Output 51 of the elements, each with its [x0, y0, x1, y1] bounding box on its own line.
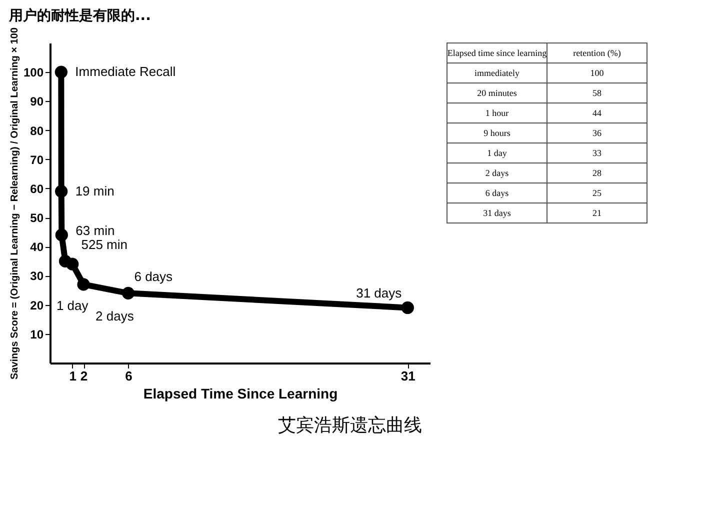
- y-tick-label: 100: [23, 66, 44, 80]
- category-label: 31 days: [483, 208, 512, 218]
- x-tick-label: 1: [69, 368, 76, 384]
- y-axis-title: Savings Score = (Original Learning − Relearning) / Original Learning × 100: [9, 27, 20, 380]
- annotation: 19 min: [75, 183, 114, 198]
- y-tick-label: 40: [30, 240, 44, 254]
- category-label: immediately: [474, 68, 520, 78]
- annotation: 63 min: [76, 223, 115, 238]
- x-tick-label: 2: [80, 368, 88, 384]
- data-label: 58: [592, 88, 602, 98]
- y-tick-label: 70: [30, 152, 44, 167]
- chart-title: 用户的耐性是有限的...: [8, 6, 151, 24]
- point: [66, 258, 79, 270]
- y-tick-label: 90: [30, 94, 44, 109]
- text: 艾宾浩斯遗忘曲线: [278, 415, 422, 436]
- annotation: Immediate Recall: [75, 64, 176, 80]
- y-tick-label: 60: [30, 182, 44, 196]
- data-label: 25: [592, 188, 602, 198]
- y-tick-label: 50: [30, 211, 44, 226]
- point: [55, 228, 68, 242]
- point: [122, 286, 135, 300]
- data-label: 44: [592, 108, 602, 118]
- y-tick-label: 20: [30, 298, 44, 312]
- data-label: 28: [592, 168, 602, 178]
- x-tick-label: 6: [125, 368, 132, 384]
- point: [55, 185, 68, 198]
- category-label: 9 hours: [484, 128, 511, 138]
- point: [401, 301, 414, 314]
- category-label: 6 days: [485, 188, 510, 198]
- y-tick-label: 80: [30, 124, 44, 138]
- point: [54, 66, 68, 78]
- y-tick-label: 10: [30, 327, 44, 342]
- category-label: 20 minutes: [477, 88, 518, 98]
- annotation: 2 days: [96, 308, 134, 324]
- data-label: 33: [592, 148, 602, 158]
- category-label: 1 day: [487, 148, 508, 158]
- annotation: 1 day: [56, 298, 89, 314]
- x-tick-label: 31: [400, 368, 416, 384]
- annotation: 525 min: [81, 237, 128, 252]
- category-label: 2 days: [485, 168, 510, 178]
- point: [77, 278, 90, 291]
- x-axis-title: Elapsed Time Since Learning: [143, 386, 338, 402]
- text: Elapsed time since learning: [447, 48, 548, 58]
- data-label: 100: [590, 68, 604, 78]
- y-tick-label: 30: [30, 269, 44, 284]
- annotation: 6 days: [134, 269, 174, 284]
- text: retention (%): [573, 48, 621, 58]
- category-label: 1 hour: [485, 108, 509, 118]
- data-label: 36: [592, 128, 602, 138]
- annotation: 31 days: [356, 286, 402, 301]
- data-label: 21: [592, 208, 602, 218]
